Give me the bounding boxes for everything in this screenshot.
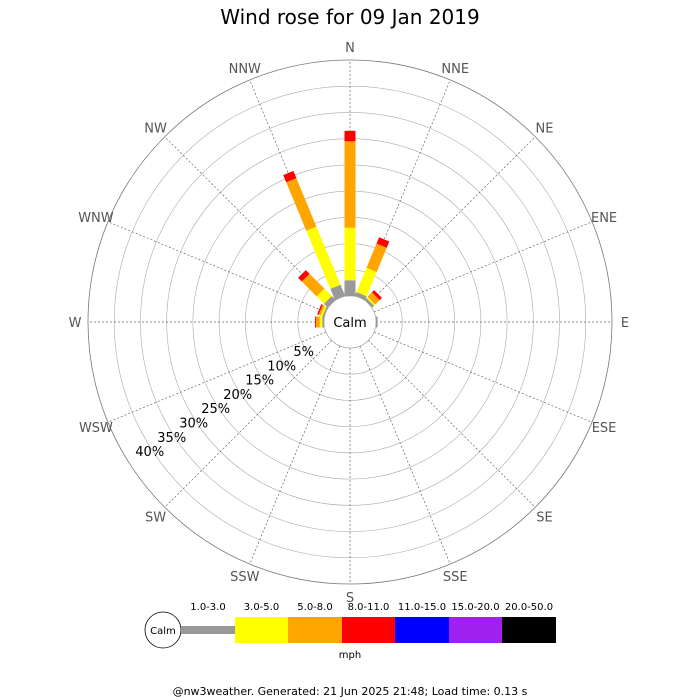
bar-n-3-0-5-0 xyxy=(344,227,356,281)
bar-nne-5-0-8-0 xyxy=(366,243,387,272)
spoke-se xyxy=(368,340,536,508)
dir-label-ese: ESE xyxy=(592,421,617,436)
spoke-ene xyxy=(373,221,593,313)
spoke-nne xyxy=(359,79,451,299)
bar-nw-5-0-8-0 xyxy=(301,273,325,297)
radial-tick-labels: 5%10%15%20%25%30%35%40% xyxy=(135,345,314,460)
bar-nne-1-0-3-0 xyxy=(354,292,367,301)
spoke-wsw xyxy=(107,331,327,423)
legend-label-11-0-15-0: 11.0-15.0 xyxy=(398,602,446,613)
bar-wnw-3-0-5-0 xyxy=(320,305,327,317)
pct-label-30: 30% xyxy=(179,416,208,431)
dir-label-nnw: NNW xyxy=(229,62,261,77)
legend-label-5-0-8-0: 5.0-8.0 xyxy=(297,602,332,613)
legend-label-20-0-50-0: 20.0-50.0 xyxy=(505,602,553,613)
legend-label-1-0-3-0: 1.0-3.0 xyxy=(190,602,225,613)
legend-label-8-0-11-0: 8.0-11.0 xyxy=(348,602,390,613)
bar-nne-8-0-11-0 xyxy=(376,237,390,248)
bar-nnw-5-0-8-0 xyxy=(286,178,317,231)
dir-label-nne: NNE xyxy=(441,62,469,77)
legend-swatch-5-0-8-0 xyxy=(288,617,342,643)
bar-e-1-0-3-0 xyxy=(376,316,378,328)
grid-ring-35 xyxy=(140,112,560,532)
bar-n-1-0-3-0 xyxy=(344,280,356,296)
wind-bars xyxy=(283,130,390,328)
legend-unit: mph xyxy=(339,650,361,661)
bar-ne-8-0-11-0 xyxy=(371,290,382,301)
bar-w-5-0-8-0 xyxy=(316,316,320,328)
footer-text: @nw3weather. Generated: 21 Jun 2025 21:4… xyxy=(173,685,528,698)
dir-label-ssw: SSW xyxy=(230,570,260,585)
legend-swatch-1-0-3-0 xyxy=(181,626,235,634)
bar-nw-1-0-3-0 xyxy=(324,296,336,308)
dir-label-wsw: WSW xyxy=(79,421,113,436)
dir-label-wnw: WNW xyxy=(78,211,114,226)
spoke-wnw xyxy=(107,221,327,313)
pct-label-40: 40% xyxy=(135,445,164,460)
dir-label-sw: SW xyxy=(145,510,166,525)
dir-label-se: SE xyxy=(536,510,552,525)
legend-label-3-0-5-0: 3.0-5.0 xyxy=(244,602,279,613)
bar-w-3-0-5-0 xyxy=(319,316,323,328)
legend-swatch-15-0-20-0 xyxy=(449,617,502,643)
bar-nnw-3-0-5-0 xyxy=(306,226,341,289)
spoke-sse xyxy=(359,345,451,565)
legend-calm-label: Calm xyxy=(150,626,176,637)
legend-swatch-20-0-50-0 xyxy=(502,617,556,643)
dir-label-ene: ENE xyxy=(591,211,617,226)
bar-wnw-5-0-8-0 xyxy=(318,304,325,316)
dir-label-s: S xyxy=(346,591,354,606)
chart-title: Wind rose for 09 Jan 2019 xyxy=(220,5,479,29)
pct-label-5: 5% xyxy=(293,345,314,360)
pct-label-35: 35% xyxy=(157,431,186,446)
legend-swatch-8-0-11-0 xyxy=(342,617,395,643)
bar-ne-1-0-3-0 xyxy=(364,297,375,308)
bar-n-5-0-8-0 xyxy=(344,141,356,228)
spoke-ssw xyxy=(249,345,341,565)
legend: Calm 1.0-3.0 3.0-5.0 5.0-8.0 8.0-11.0 11.0-15… xyxy=(144,602,556,661)
pct-label-25: 25% xyxy=(201,402,230,417)
outer-ring xyxy=(87,59,613,585)
dir-label-w: W xyxy=(69,316,82,331)
bar-n-8-0-11-0 xyxy=(344,130,356,142)
dir-label-e: E xyxy=(621,316,629,331)
spoke-ne xyxy=(368,136,536,304)
legend-swatch-3-0-5-0 xyxy=(235,617,288,643)
pct-label-10: 10% xyxy=(267,359,296,374)
legend-swatch-11-0-15-0 xyxy=(395,617,449,643)
spoke-sw xyxy=(164,340,332,508)
bar-ne-3-0-5-0 xyxy=(366,296,376,306)
legend-label-15-0-20-0: 15.0-20.0 xyxy=(451,602,499,613)
spoke-ese xyxy=(373,331,593,423)
bar-wnw-1-0-3-0 xyxy=(322,306,329,318)
calm-label: Calm xyxy=(333,316,366,331)
bar-w-8-0-11-0 xyxy=(315,316,317,328)
bar-nnw-1-0-3-0 xyxy=(330,284,346,301)
dir-label-ne: NE xyxy=(535,122,553,137)
dir-label-n: N xyxy=(345,41,355,56)
dir-label-nw: NW xyxy=(144,122,167,137)
direction-labels: N NNE NE ENE E ESE SE SSE S SSW SW WSW W WNW NW NNW xyxy=(69,41,630,606)
pct-label-20: 20% xyxy=(223,388,252,403)
bar-ne-5-0-8-0 xyxy=(367,292,380,305)
pct-label-15: 15% xyxy=(245,374,274,389)
direction-spokes xyxy=(88,60,612,584)
bar-w-1-0-3-0 xyxy=(322,316,324,328)
dir-label-sse: SSE xyxy=(443,570,468,585)
bar-nw-3-0-5-0 xyxy=(316,288,332,304)
calm-circle: Calm xyxy=(323,295,377,349)
spoke-nw xyxy=(164,136,332,304)
bar-wnw-8-0-11-0 xyxy=(317,304,323,315)
bar-nw-8-0-11-0 xyxy=(298,270,310,282)
bar-nne-3-0-5-0 xyxy=(356,267,377,297)
bar-nnw-8-0-11-0 xyxy=(283,170,297,183)
